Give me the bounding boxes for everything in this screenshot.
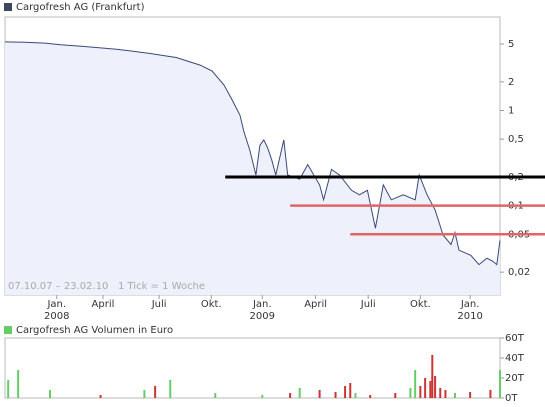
title-icon xyxy=(4,326,12,334)
volume-bar xyxy=(349,383,352,398)
volume-bar xyxy=(489,390,492,398)
volume-bar xyxy=(334,392,337,398)
volume-bar xyxy=(143,390,146,398)
chart-title: Cargofresh AG (Frankfurt) xyxy=(16,2,145,13)
volume-bar xyxy=(499,370,501,398)
x-tick-label: Jan. xyxy=(46,299,66,310)
year-label: 2009 xyxy=(250,311,275,322)
volume-bar xyxy=(444,390,447,398)
volume-bar xyxy=(154,386,157,398)
price-area xyxy=(5,41,500,296)
volume-bar xyxy=(414,370,417,398)
volume-bar xyxy=(17,370,20,398)
x-tick-label: April xyxy=(304,299,327,310)
plot-area xyxy=(4,337,501,399)
volume-bar xyxy=(469,392,472,398)
volume-bar xyxy=(431,355,434,398)
volume-bar xyxy=(261,395,264,398)
volume-bar xyxy=(289,393,292,398)
volume-bar xyxy=(49,390,51,398)
volume-bar xyxy=(7,380,10,398)
y-tick-label: 2 xyxy=(508,77,514,88)
volume-bar xyxy=(454,393,456,398)
volume-bar xyxy=(298,388,301,398)
volume-bar xyxy=(318,390,321,398)
annotation: 07.10.07 – 23.02.10 1 Tick = 1 Woche xyxy=(8,281,205,292)
x-tick-label: Jan. xyxy=(460,299,480,310)
volume-bar xyxy=(99,395,102,398)
volume-bar xyxy=(354,393,357,398)
x-tick-label: Okt. xyxy=(201,299,222,310)
volume-bar xyxy=(369,395,372,398)
volume-bar xyxy=(344,386,347,398)
x-tick-label: Okt. xyxy=(410,299,431,310)
price-line xyxy=(4,41,501,266)
x-tick-label: Jan. xyxy=(252,299,272,310)
volume-bar xyxy=(214,393,217,398)
x-tick-label: April xyxy=(92,299,115,310)
chart-title: Cargofresh AG Volumen in Euro xyxy=(16,325,173,336)
year-label: 2010 xyxy=(457,311,482,322)
y-tick-label: 0T xyxy=(505,393,518,404)
year-label: 2008 xyxy=(44,311,69,322)
volume-bar xyxy=(169,380,172,398)
volume-bar xyxy=(394,393,397,398)
y-tick-label: 1 xyxy=(508,105,514,116)
volume-bar xyxy=(409,388,412,398)
volume-bar xyxy=(439,388,442,398)
y-tick-label: 20T xyxy=(505,373,525,384)
y-tick-label: 0,5 xyxy=(508,134,524,145)
volume-bar xyxy=(424,378,427,398)
title-icon xyxy=(4,3,12,11)
y-tick-label: 5 xyxy=(508,39,514,50)
y-tick-label: 60T xyxy=(505,333,525,344)
y-tick-label: 0,02 xyxy=(508,267,530,278)
volume-bar xyxy=(434,376,437,398)
x-tick-label: Juli xyxy=(151,299,167,310)
volume-bar xyxy=(419,386,422,398)
volume-bar xyxy=(429,381,432,398)
y-tick-label: 40T xyxy=(505,353,525,364)
x-tick-label: Juli xyxy=(360,299,376,310)
